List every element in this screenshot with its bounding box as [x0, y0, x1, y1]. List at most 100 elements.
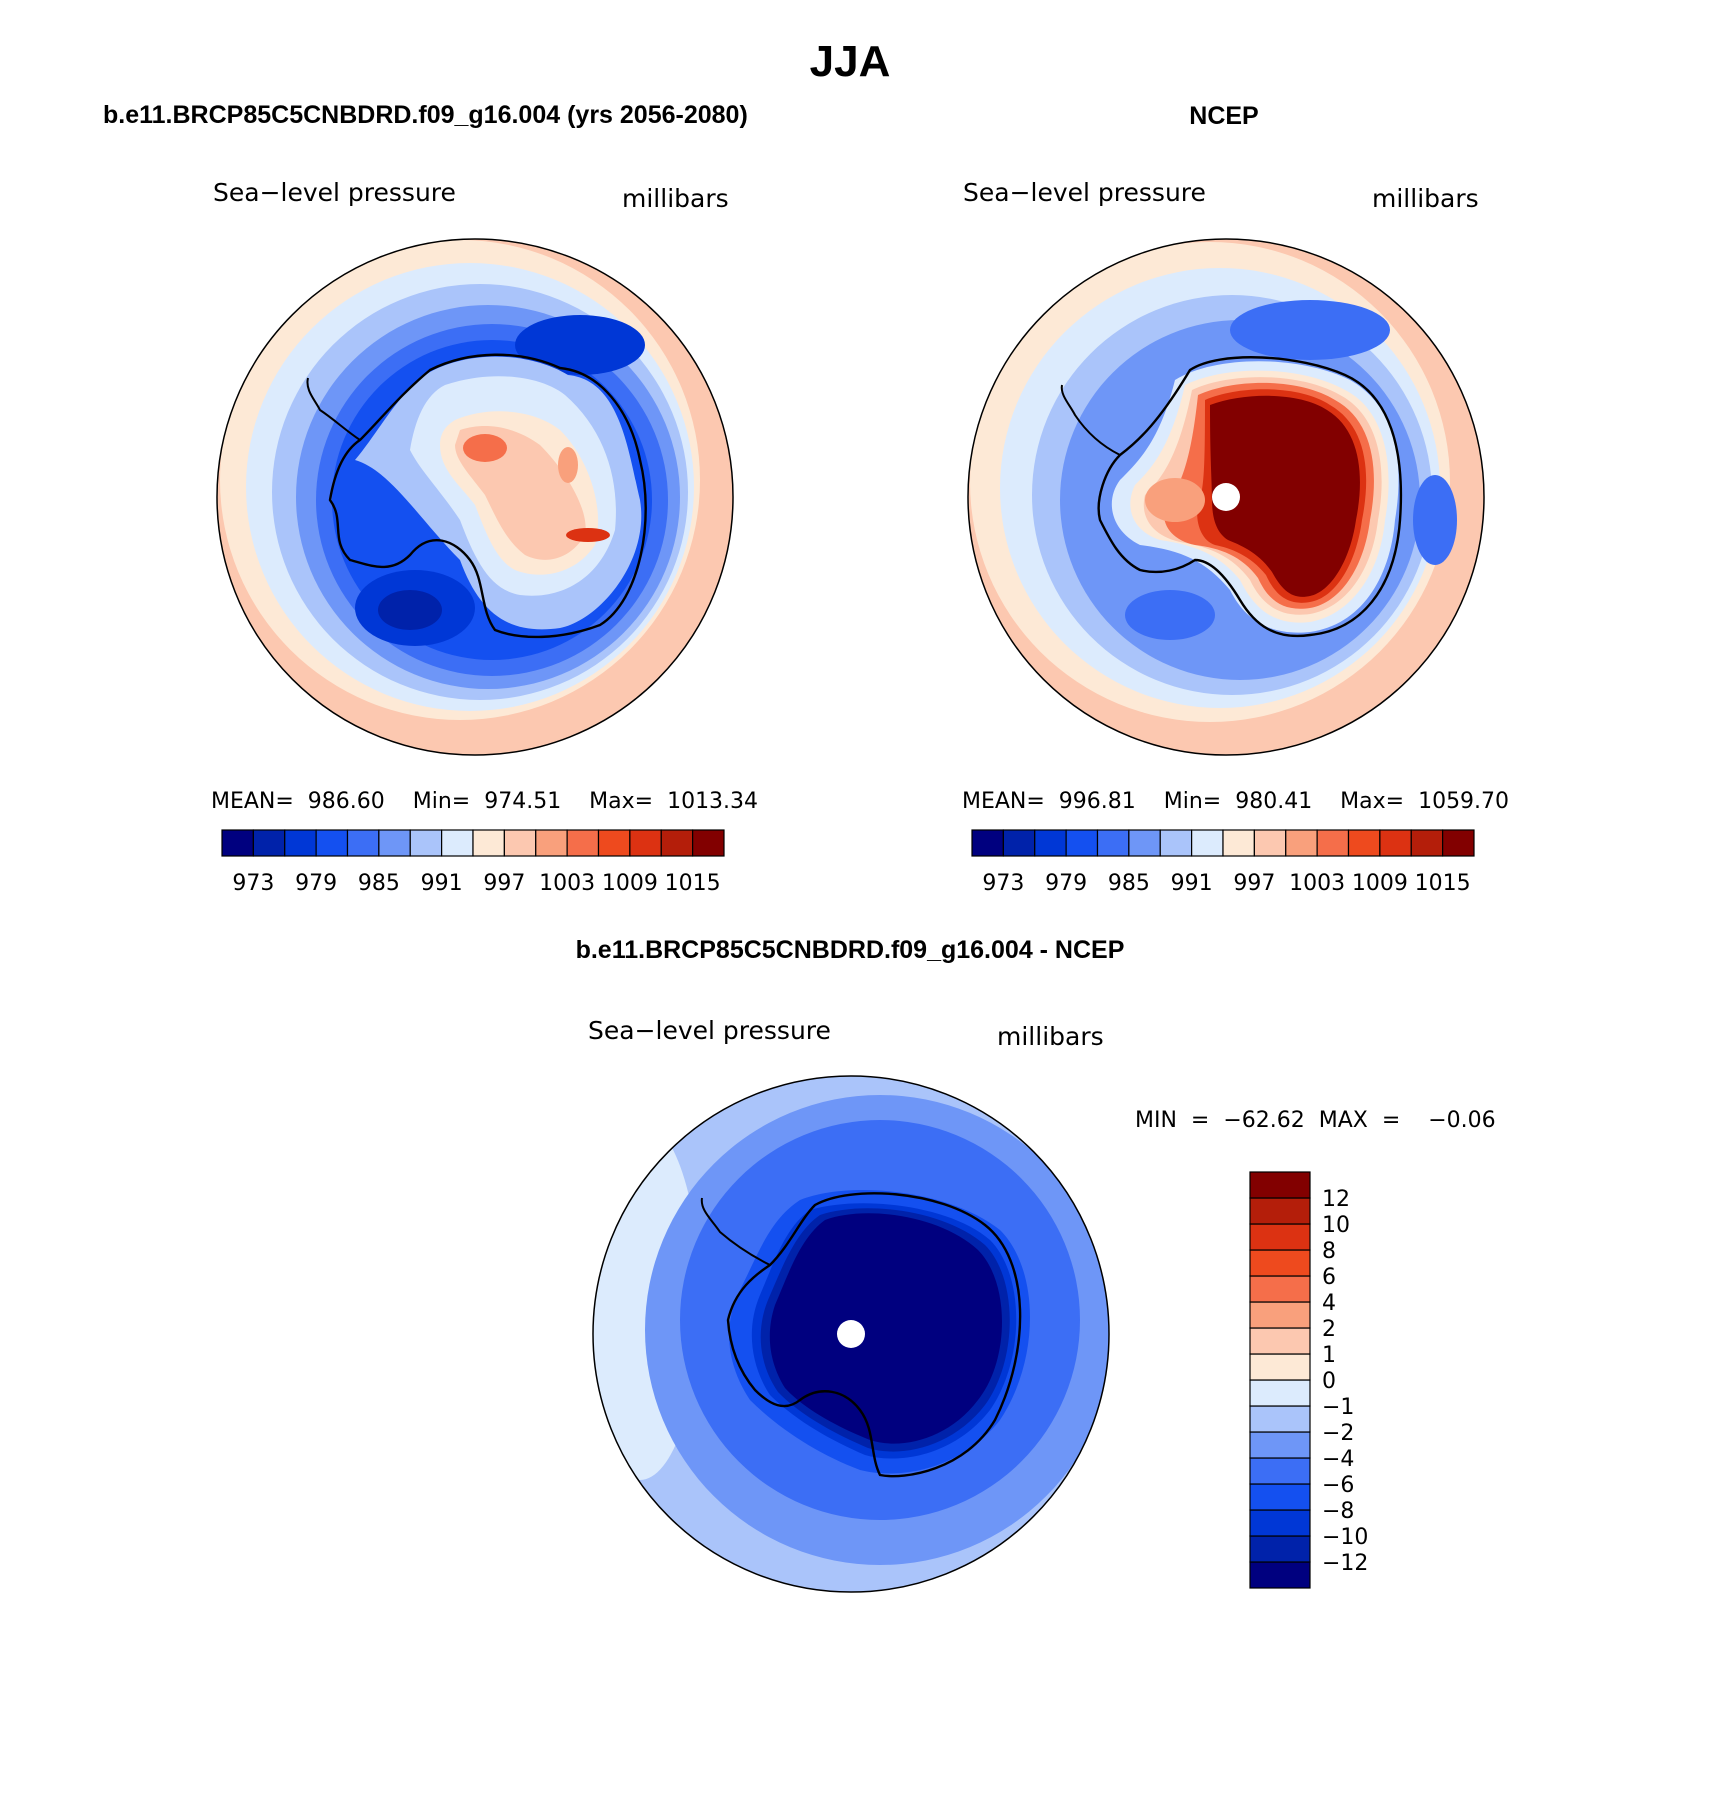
panel-model-heading: b.e11.BRCP85C5CNBDRD.f09_g16.004 (yrs 20…	[103, 101, 748, 129]
colorbar-obs-swatch	[1096, 829, 1130, 857]
colorbar-diff-swatch	[1249, 1275, 1311, 1303]
colorbar-model-swatch	[284, 829, 317, 857]
colorbar-diff-tick-label: 6	[1322, 1265, 1336, 1290]
colorbar-obs-swatch	[1222, 829, 1255, 857]
map-model-low	[378, 590, 442, 630]
colorbar-obs-tick-label: 1009	[1352, 871, 1408, 896]
colorbar-diff-swatch	[1249, 1249, 1311, 1277]
colorbar-model-tick-label: 979	[295, 871, 337, 896]
colorbar-obs-tick-label: 1003	[1289, 871, 1345, 896]
colorbar-diff-swatch	[1249, 1171, 1311, 1199]
colorbar-model-swatch	[503, 829, 537, 857]
colorbar-obs-swatch	[1159, 829, 1193, 857]
colorbar-diff-tick-label: 4	[1322, 1291, 1336, 1316]
colorbar-obs-swatch	[1253, 829, 1287, 857]
panel-obs: NCEP Sea−level pressure millibars MEAN= …	[962, 102, 1509, 896]
panel-diff-heading: b.e11.BRCP85C5CNBDRD.f09_g16.004 - NCEP	[576, 936, 1125, 964]
colorbar-diff-swatch	[1249, 1535, 1311, 1563]
colorbar-diff-swatch	[1249, 1483, 1311, 1511]
colorbar-obs-ticks: 973 979 985 991 997 1003 1009 1015	[982, 871, 1470, 896]
colorbar-model-tick-label: 1009	[602, 871, 658, 896]
colorbar-model-tick-label: 991	[421, 871, 463, 896]
panel-obs-stats: MEAN= 996.81 Min= 980.41 Max= 1059.70	[962, 789, 1509, 814]
coastline-obs	[1097, 356, 1403, 638]
colorbar-model-tick-label: 985	[358, 871, 400, 896]
colorbar-obs-swatch	[971, 829, 1004, 857]
panel-obs-heading: NCEP	[1189, 102, 1258, 130]
map-obs-low	[1125, 590, 1215, 640]
colorbar-obs-tick-label: 997	[1233, 871, 1275, 896]
map-diff-pole-mask	[837, 1320, 865, 1348]
colorbar-obs-swatch	[1442, 829, 1475, 857]
map-obs-border	[967, 238, 1485, 756]
colorbar-model-swatch	[441, 829, 474, 857]
colorbar-obs-tick-label: 979	[1045, 871, 1087, 896]
colorbar-diff-tick-label: −4	[1322, 1447, 1354, 1472]
map-model	[217, 239, 733, 755]
map-obs-low	[1413, 475, 1457, 565]
colorbar-model-swatch	[472, 829, 505, 857]
colorbar-obs-swatch	[1379, 829, 1412, 857]
colorbar-diff-swatch	[1249, 1405, 1311, 1433]
panel-model-unit: millibars	[622, 184, 729, 213]
map-diff-field	[769, 1213, 1002, 1444]
colorbar-diff-swatch	[1249, 1379, 1311, 1407]
coastline-diff	[700, 1197, 771, 1266]
colorbar-diff-tick-label: −12	[1322, 1551, 1368, 1576]
panel-diff-unit: millibars	[997, 1022, 1104, 1051]
panel-obs-unit: millibars	[1372, 184, 1479, 213]
map-obs-high	[1145, 478, 1205, 522]
colorbar-diff-tick-label: 12	[1322, 1187, 1350, 1212]
colorbar-model-tick-label: 1003	[539, 871, 595, 896]
colorbar-model-swatch	[346, 829, 380, 857]
colorbar-model-swatch	[660, 829, 694, 857]
coastline-obs	[1060, 384, 1121, 456]
coastline-diff	[726, 1192, 1022, 1478]
colorbar-model-tick-label: 1015	[665, 871, 721, 896]
colorbar-diff	[1249, 1171, 1311, 1589]
panel-diff-stats: MIN = −62.62 MAX = −0.06	[1135, 1108, 1496, 1133]
colorbar-obs-tick-label: 985	[1108, 871, 1150, 896]
colorbar-obs	[971, 829, 1475, 857]
colorbar-diff-tick-label: −6	[1322, 1473, 1354, 1498]
panel-model-stats: MEAN= 986.60 Min= 974.51 Max= 1013.34	[211, 789, 758, 814]
colorbar-diff-tick-label: 0	[1322, 1369, 1336, 1394]
colorbar-diff-swatch	[1249, 1223, 1311, 1251]
map-diff-border	[592, 1075, 1110, 1593]
colorbar-model-ticks: 973 979 985 991 997 1003 1009 1015	[232, 871, 720, 896]
colorbar-diff-swatch	[1249, 1353, 1311, 1381]
colorbar-model	[221, 829, 725, 857]
colorbar-diff-swatch	[1249, 1301, 1311, 1329]
colorbar-diff-tick-label: −1	[1322, 1395, 1354, 1420]
colorbar-model-swatch	[566, 829, 600, 857]
colorbar-obs-swatch	[1316, 829, 1350, 857]
colorbar-diff-swatch	[1249, 1509, 1311, 1537]
figure-title: JJA	[810, 37, 891, 86]
map-model-high	[566, 528, 610, 542]
colorbar-obs-tick-label: 973	[982, 871, 1024, 896]
panel-model-variable: Sea−level pressure	[213, 178, 456, 207]
colorbar-obs-swatch	[1034, 829, 1067, 857]
colorbar-model-swatch	[252, 829, 286, 857]
colorbar-model-swatch	[597, 829, 631, 857]
colorbar-obs-tick-label: 1015	[1415, 871, 1471, 896]
colorbar-diff-tick-label: −8	[1322, 1499, 1354, 1524]
colorbar-obs-swatch	[1410, 829, 1444, 857]
colorbar-diff-tick-label: −10	[1322, 1525, 1368, 1550]
map-obs-pole-mask	[1212, 483, 1240, 511]
colorbar-diff-tick-label: 10	[1322, 1213, 1350, 1238]
map-obs-land-field	[1210, 395, 1360, 597]
colorbar-model-swatch	[378, 829, 411, 857]
map-model-low	[515, 315, 645, 375]
colorbar-model-swatch	[535, 829, 568, 857]
colorbar-obs-swatch	[1285, 829, 1318, 857]
colorbar-obs-swatch	[1065, 829, 1099, 857]
colorbar-obs-swatch	[1347, 829, 1381, 857]
panel-obs-variable: Sea−level pressure	[963, 178, 1206, 207]
colorbar-diff-tick-label: 2	[1322, 1317, 1336, 1342]
colorbar-model-swatch	[409, 829, 443, 857]
map-model-high	[463, 434, 507, 462]
panel-diff: b.e11.BRCP85C5CNBDRD.f09_g16.004 - NCEP …	[576, 936, 1496, 1593]
